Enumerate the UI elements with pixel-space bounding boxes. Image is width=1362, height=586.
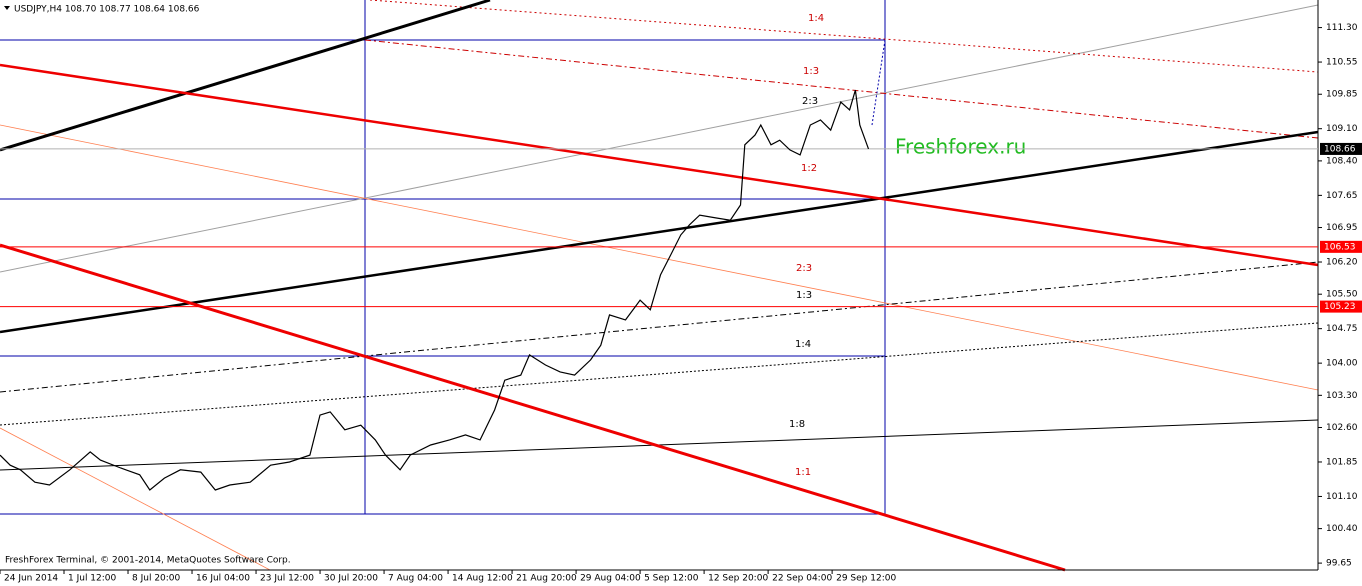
y-tick-label: 109.10 bbox=[1326, 124, 1358, 134]
fan-label: 2:3 bbox=[802, 96, 818, 107]
fan-label: 1:3 bbox=[803, 66, 819, 77]
x-tick-label: 12 Sep 20:00 bbox=[708, 574, 768, 584]
x-tick-label: 21 Aug 20:00 bbox=[516, 574, 577, 584]
trend-line bbox=[0, 124, 1319, 391]
price-marker bbox=[1320, 300, 1362, 313]
price-marker-label: 106.53 bbox=[1324, 242, 1356, 252]
x-tick-label: 29 Sep 12:00 bbox=[836, 574, 896, 584]
x-tick-label: 24 Jun 2014 bbox=[4, 574, 58, 584]
fan-label: 1:8 bbox=[789, 419, 805, 430]
y-tick-label: 108.40 bbox=[1326, 156, 1358, 166]
price-line-series bbox=[0, 89, 870, 491]
watermark: Freshforex.ru bbox=[895, 135, 1026, 159]
y-tick-label: 106.95 bbox=[1326, 223, 1358, 233]
y-tick-label: 104.00 bbox=[1326, 359, 1358, 369]
price-marker-label: 105.23 bbox=[1324, 302, 1356, 312]
fan-label: 2:3 bbox=[796, 263, 812, 274]
y-tick-label: 111.30 bbox=[1326, 23, 1358, 33]
trend-line bbox=[0, 4, 1319, 273]
fan-line bbox=[364, 39, 1319, 139]
x-tick-label: 7 Aug 04:00 bbox=[388, 574, 443, 584]
y-tick-label: 99.65 bbox=[1326, 559, 1352, 569]
price-marker bbox=[1320, 240, 1362, 253]
x-tick-label: 8 Jul 20:00 bbox=[132, 574, 181, 584]
x-tick-label: 14 Aug 12:00 bbox=[452, 574, 513, 584]
y-tick-label: 102.60 bbox=[1326, 423, 1358, 433]
fan-line bbox=[369, 0, 1319, 73]
y-tick-label: 100.40 bbox=[1326, 524, 1358, 534]
fan-label: 1:3 bbox=[796, 290, 812, 301]
fan-labels: 1:4 1:3 2:3 1:2 2:3 1:3 1:4 1:8 1:1 bbox=[789, 13, 824, 478]
y-tick-label: 106.20 bbox=[1326, 258, 1358, 268]
y-tick-label: 104.75 bbox=[1326, 324, 1358, 334]
x-tick-label: 23 Jul 12:00 bbox=[260, 574, 314, 584]
y-tick-label: 101.10 bbox=[1326, 492, 1358, 502]
price-marker-label: 108.66 bbox=[1324, 144, 1356, 154]
y-tick-label: 103.30 bbox=[1326, 391, 1358, 401]
y-tick-label: 101.85 bbox=[1326, 457, 1358, 467]
trend-line bbox=[0, 63, 1319, 267]
x-tick-label: 22 Sep 04:00 bbox=[772, 574, 832, 584]
x-tick-label: 29 Aug 04:00 bbox=[580, 574, 641, 584]
drawings bbox=[0, 0, 1319, 572]
fan-line bbox=[871, 39, 886, 126]
y-tick-label: 107.65 bbox=[1326, 191, 1358, 201]
x-tick-label: 16 Jul 04:00 bbox=[196, 574, 250, 584]
fan-label: 1:4 bbox=[795, 339, 811, 350]
menu-arrow bbox=[4, 6, 10, 10]
trend-line bbox=[0, 130, 1319, 334]
trend-line bbox=[0, 243, 1066, 572]
fan-label: 1:2 bbox=[801, 163, 817, 174]
trend-line bbox=[0, 427, 271, 571]
x-tick-label: 1 Jul 12:00 bbox=[68, 574, 117, 584]
trend-line bbox=[0, 0, 491, 152]
y-tick-label: 110.55 bbox=[1326, 58, 1358, 68]
footer: FreshForex Terminal, © 2001-2014, MetaQu… bbox=[5, 556, 291, 566]
x-tick-label: 30 Jul 20:00 bbox=[324, 574, 378, 584]
y-tick-label: 109.85 bbox=[1326, 90, 1358, 100]
x-tick-label: 5 Sep 12:00 bbox=[644, 574, 699, 584]
fan-line bbox=[0, 261, 1319, 393]
chart-header: USDJPY,H4 108.70 108.77 108.64 108.66 bbox=[14, 5, 200, 15]
fan-label: 1:1 bbox=[795, 467, 811, 478]
fan-label: 1:4 bbox=[808, 13, 824, 24]
price-marker bbox=[1320, 142, 1362, 155]
y-tick-label: 105.50 bbox=[1326, 290, 1358, 300]
fan-line bbox=[0, 322, 1319, 426]
